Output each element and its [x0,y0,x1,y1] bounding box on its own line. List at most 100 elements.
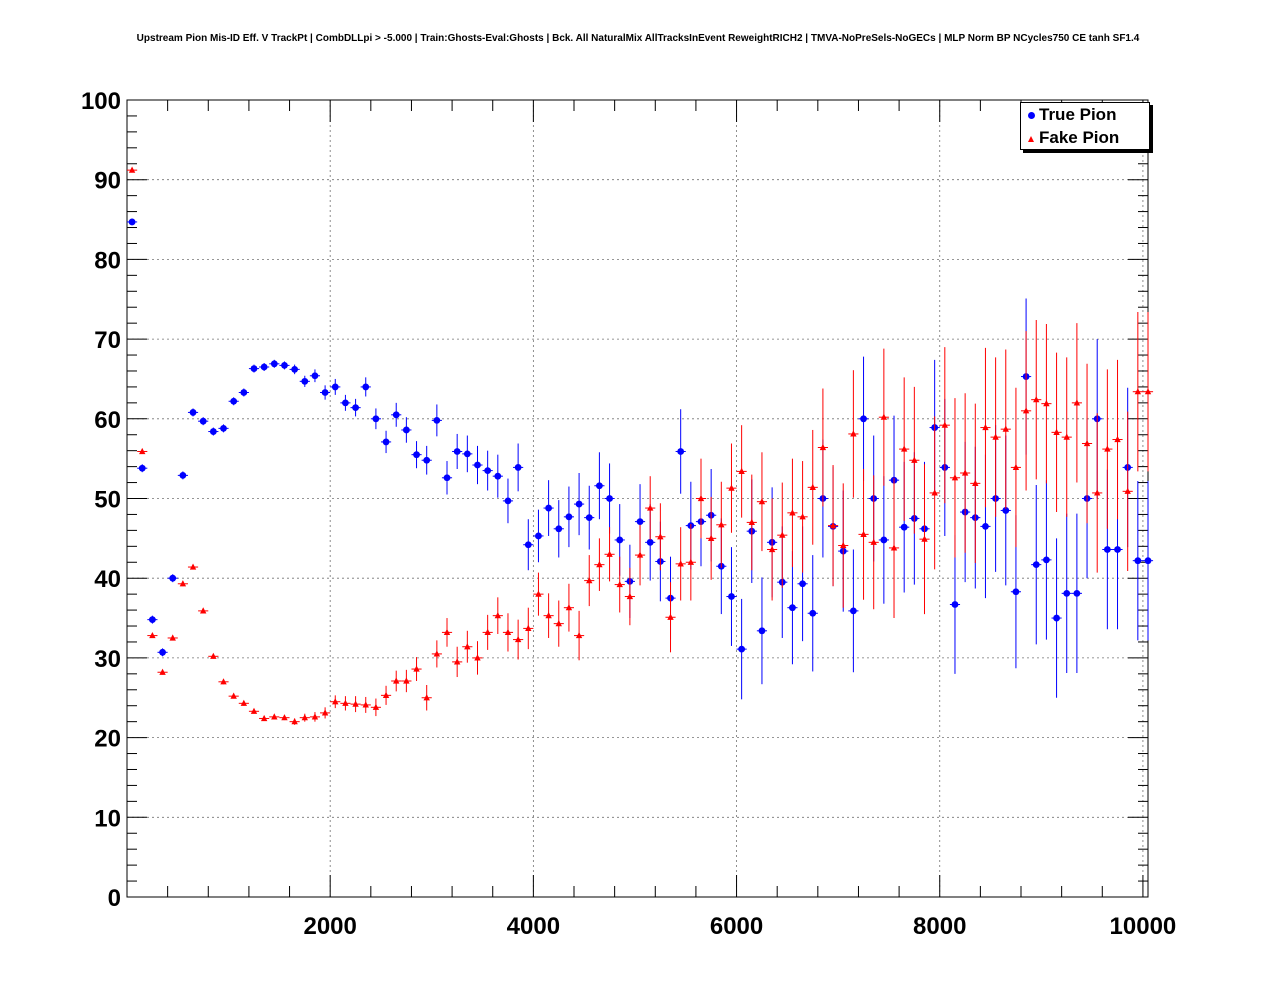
triangle-marker [911,456,918,463]
data-point [736,425,747,518]
data-point [380,685,392,705]
data-point [167,574,178,583]
triangle-marker [636,551,644,558]
data-point [127,218,138,226]
data-point [177,580,188,587]
data-point [655,503,666,571]
data-point [370,408,381,430]
data-point [787,551,798,665]
circle-marker [413,451,420,459]
data-point [340,394,351,411]
data-point [756,452,768,552]
data-point [248,707,260,714]
data-point [513,619,524,660]
data-point [746,474,757,571]
triangle-marker [555,620,562,627]
data-point [299,375,310,387]
circle-marker [1063,589,1071,597]
triangle-marker [718,521,725,528]
circle-marker [860,415,867,423]
circle-marker [1053,614,1060,622]
data-point [320,385,331,400]
circle-marker [555,525,563,533]
data-point [1132,312,1143,472]
circle-marker [606,495,613,502]
data-point [360,377,371,397]
circle-marker [128,218,136,226]
circle-marker [321,389,329,396]
legend: True Pion Fake Pion [1020,102,1150,150]
circle-marker [240,389,248,396]
data-point [797,461,808,573]
circle-marker [270,360,278,368]
circle-marker [443,474,451,482]
data-point [309,712,321,722]
data-point [594,538,605,591]
triangle-marker [616,580,623,588]
triangle-marker [921,535,928,542]
data-point [228,397,239,406]
circle-marker [799,580,806,588]
circle-marker [585,514,593,522]
y-tick-label: 20 [94,726,121,753]
circle-marker [138,464,146,472]
data-point [817,388,828,507]
triangle-marker [179,580,187,587]
series-true-pion [127,218,1154,700]
data-point [1010,387,1022,548]
x-tick-label: 10000 [1110,913,1177,940]
data-point [177,471,188,480]
triangle-marker [799,513,806,520]
triangle-marker [758,498,766,505]
triangle-marker [738,467,745,475]
circle-marker [352,404,359,412]
data-point [980,347,991,508]
data-point [787,458,798,568]
data-point [716,481,727,568]
data-point [482,450,493,491]
data-point [604,527,615,582]
data-point [289,364,300,375]
data-point [949,535,961,674]
data-point [228,692,239,699]
circle-marker [199,417,207,425]
triangle-marker [321,709,329,716]
data-point [157,648,168,657]
data-point [1051,538,1062,698]
circle-marker [504,497,512,505]
data-point [1102,369,1113,529]
triangle-marker [575,631,583,639]
y-tick-label: 70 [94,327,121,354]
triangle-marker [362,701,369,708]
triangle-marker [748,518,755,526]
circle-marker [1114,546,1121,553]
data-point [1031,484,1042,645]
chart-title: Upstream Pion Mis-ID Eff. V TrackPt | Co… [136,33,1140,44]
data-point [827,465,839,587]
circle-marker [809,609,817,617]
data-point [807,555,818,672]
circle-marker [1002,507,1010,514]
data-point [1071,513,1082,674]
circle-marker [392,411,400,419]
legend-item-fake-pion: Fake Pion [1025,127,1119,149]
data-point [421,684,432,711]
data-point [441,461,453,495]
data-point [1041,480,1052,640]
data-point [858,469,869,600]
data-point [878,348,889,486]
data-point [848,370,859,498]
data-point [858,356,869,481]
data-point [706,496,717,580]
triangle-marker [768,545,776,553]
data-point [187,563,199,570]
circle-marker [382,438,390,446]
circle-marker [291,365,299,373]
data-point [960,393,971,553]
circle-marker [362,383,370,391]
y-tick-label: 10 [94,805,121,832]
data-point [472,641,483,675]
data-point [421,445,432,475]
circle-marker [565,513,573,521]
